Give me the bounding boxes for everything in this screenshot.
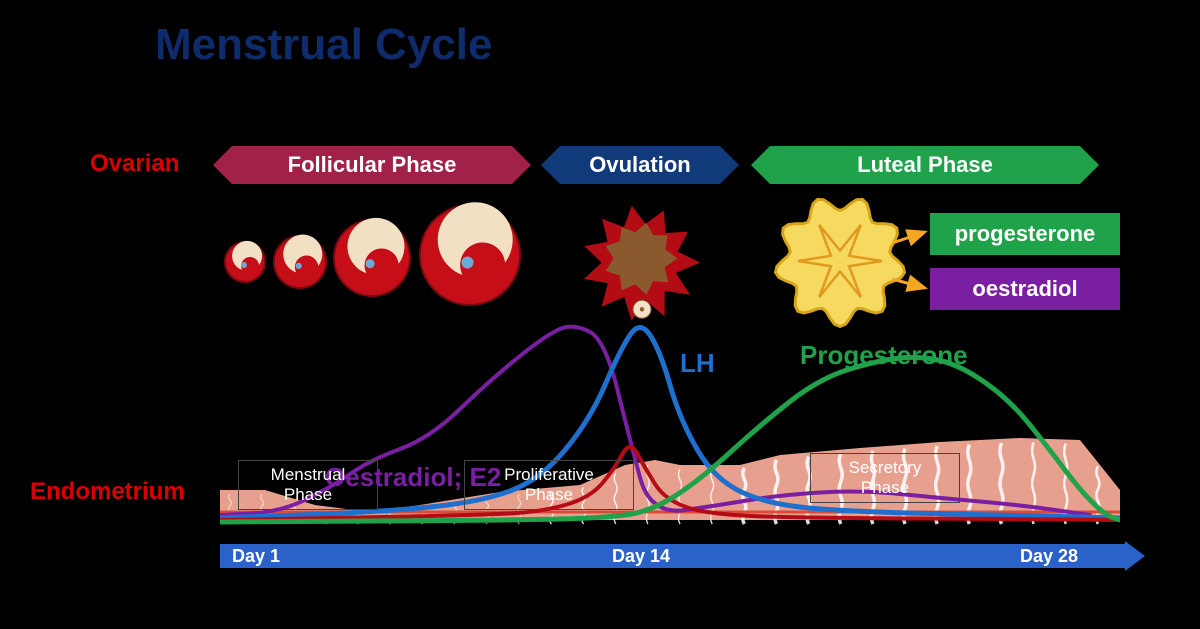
timeline-day-label: Day 28 (1020, 546, 1078, 567)
phase-arrow-follicular-phase: Follicular Phase (232, 146, 512, 184)
endometrium-phase-box: Menstrual Phase (238, 460, 378, 510)
timeline-day-label: Day 14 (612, 546, 670, 567)
phase-arrow-ovulation: Ovulation (560, 146, 720, 184)
label-endometrium: Endometrium (30, 478, 185, 506)
endometrium-phase-label: Proliferative Phase (504, 465, 594, 505)
timeline-axis (220, 544, 1125, 568)
phase-arrow-label: Luteal Phase (857, 152, 993, 177)
endometrium-phase-box: Secretory Phase (810, 453, 960, 503)
timeline-day-label: Day 1 (232, 546, 280, 567)
page-title: Menstrual Cycle (155, 20, 492, 70)
endometrium-phase-label: Secretory Phase (849, 458, 922, 498)
phase-arrow-label: Follicular Phase (288, 152, 457, 177)
endometrium-phase-label: Menstrual Phase (271, 465, 346, 505)
phase-arrow-label: Ovulation (589, 152, 690, 177)
label-ovarian: Ovarian (90, 150, 179, 178)
hormone-box-oestradiol: oestradiol (930, 268, 1120, 310)
endometrium-phase-box: Proliferative Phase (464, 460, 634, 510)
phase-arrow-luteal-phase: Luteal Phase (770, 146, 1080, 184)
hormone-box-progesterone: progesterone (930, 213, 1120, 255)
